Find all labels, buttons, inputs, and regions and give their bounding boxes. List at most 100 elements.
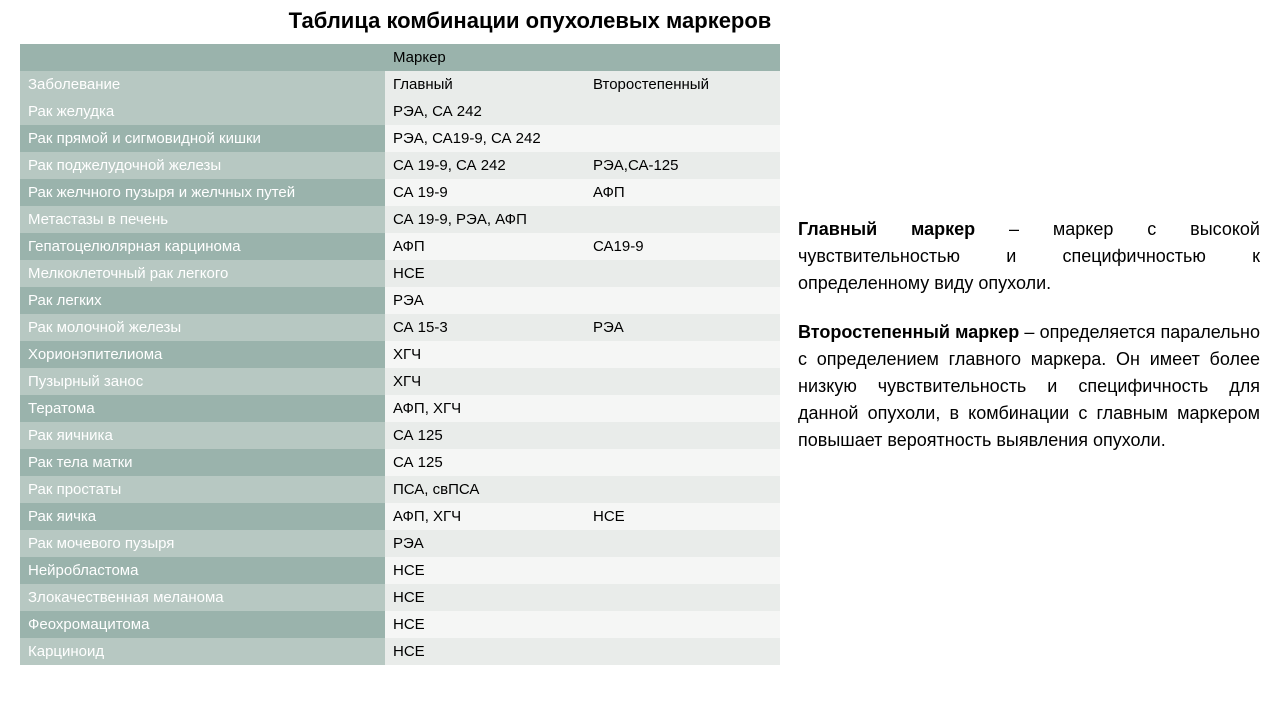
table-cell: АФП, ХГЧ — [385, 395, 585, 422]
table-row: Рак легкихРЭА — [20, 287, 780, 314]
table-row: Мелкоклеточный рак легкогоНСЕ — [20, 260, 780, 287]
table-cell: НСЕ — [585, 503, 780, 530]
table-header-cell: Маркер — [385, 44, 585, 71]
table-cell: НСЕ — [385, 260, 585, 287]
table-cell: Рак простаты — [20, 476, 385, 503]
table-header-row-1: Маркер — [20, 44, 780, 71]
table-row: Рак яичкаАФП, ХГЧНСЕ — [20, 503, 780, 530]
table-cell — [585, 287, 780, 314]
table-cell: РЭА, СА 242 — [385, 98, 585, 125]
table-row: НейробластомаНСЕ — [20, 557, 780, 584]
markers-table-body: Маркер Заболевание Главный Второстепенны… — [20, 44, 780, 665]
table-cell: Феохромацитома — [20, 611, 385, 638]
table-cell: СА 19-9, СА 242 — [385, 152, 585, 179]
table-cell: НСЕ — [385, 611, 585, 638]
table-cell: Метастазы в печень — [20, 206, 385, 233]
content-layout: Маркер Заболевание Главный Второстепенны… — [20, 44, 1260, 665]
table-cell: СА 125 — [385, 449, 585, 476]
table-row: Метастазы в печеньСА 19-9, РЭА, АФП — [20, 206, 780, 233]
table-cell — [585, 260, 780, 287]
table-cell: Рак желчного пузыря и желчных путей — [20, 179, 385, 206]
table-cell: Тератома — [20, 395, 385, 422]
table-row: Пузырный заносХГЧ — [20, 368, 780, 395]
table-cell — [585, 611, 780, 638]
table-cell: Рак легких — [20, 287, 385, 314]
table-cell — [585, 395, 780, 422]
table-row: КарциноидНСЕ — [20, 638, 780, 665]
table-cell — [585, 341, 780, 368]
table-cell: РЭА — [385, 287, 585, 314]
table-cell: РЭА, СА19-9, СА 242 — [385, 125, 585, 152]
table-cell — [585, 125, 780, 152]
table-cell: Хорионэпителиома — [20, 341, 385, 368]
definition-secondary-term: Второстепенный маркер — [798, 322, 1019, 342]
table-cell: РЭА,СА-125 — [585, 152, 780, 179]
table-cell: Рак тела матки — [20, 449, 385, 476]
definitions-panel: Главный маркер – маркер с высокой чувств… — [798, 44, 1260, 476]
table-row: Рак желудкаРЭА, СА 242 — [20, 98, 780, 125]
table-cell: Пузырный занос — [20, 368, 385, 395]
table-row: Рак прямой и сигмовидной кишкиРЭА, СА19-… — [20, 125, 780, 152]
table-cell: Рак молочной железы — [20, 314, 385, 341]
table-cell: Рак желудка — [20, 98, 385, 125]
table-cell: НСЕ — [385, 584, 585, 611]
table-cell: ПСА, свПСА — [385, 476, 585, 503]
table-cell — [585, 206, 780, 233]
table-cell: СА19-9 — [585, 233, 780, 260]
table-cell: СА 125 — [385, 422, 585, 449]
table-row: Гепатоцелюлярная карциномаАФПСА19-9 — [20, 233, 780, 260]
page-title: Таблица комбинации опухолевых маркеров — [0, 8, 1260, 34]
table-cell — [585, 557, 780, 584]
table-row: Рак яичникаСА 125 — [20, 422, 780, 449]
table-header-cell — [585, 44, 780, 71]
table-row: Злокачественная меланомаНСЕ — [20, 584, 780, 611]
table-cell: АФП — [585, 179, 780, 206]
table-header-cell — [20, 44, 385, 71]
table-cell: Рак мочевого пузыря — [20, 530, 385, 557]
table-cell: ХГЧ — [385, 368, 585, 395]
table-header-cell: Второстепенный — [585, 71, 780, 98]
table-row: ФеохромацитомаНСЕ — [20, 611, 780, 638]
table-cell: АФП — [385, 233, 585, 260]
table-cell — [585, 638, 780, 665]
table-cell: СА 19-9, РЭА, АФП — [385, 206, 585, 233]
table-cell — [585, 98, 780, 125]
table-row: Рак молочной железыСА 15-3РЭА — [20, 314, 780, 341]
table-cell: РЭА — [585, 314, 780, 341]
table-row: Рак желчного пузыря и желчных путейСА 19… — [20, 179, 780, 206]
table-cell: АФП, ХГЧ — [385, 503, 585, 530]
table-cell: СА 19-9 — [385, 179, 585, 206]
table-cell — [585, 584, 780, 611]
table-row: Рак мочевого пузыряРЭА — [20, 530, 780, 557]
table-cell — [585, 368, 780, 395]
table-cell: Мелкоклеточный рак легкого — [20, 260, 385, 287]
definition-secondary: Второстепенный маркер – определяется пар… — [798, 319, 1260, 454]
definition-primary: Главный маркер – маркер с высокой чувств… — [798, 216, 1260, 297]
table-cell: Рак яичника — [20, 422, 385, 449]
table-cell: Гепатоцелюлярная карцинома — [20, 233, 385, 260]
table-header-cell: Заболевание — [20, 71, 385, 98]
table-header-cell: Главный — [385, 71, 585, 98]
table-cell: Злокачественная меланома — [20, 584, 385, 611]
table-cell: Карциноид — [20, 638, 385, 665]
table-cell: Рак прямой и сигмовидной кишки — [20, 125, 385, 152]
table-cell: НСЕ — [385, 638, 585, 665]
definition-primary-term: Главный маркер — [798, 219, 975, 239]
table-row: ХорионэпителиомаХГЧ — [20, 341, 780, 368]
markers-table: Маркер Заболевание Главный Второстепенны… — [20, 44, 780, 665]
table-header-row-2: Заболевание Главный Второстепенный — [20, 71, 780, 98]
table-row: Рак поджелудочной железыСА 19-9, СА 242Р… — [20, 152, 780, 179]
table-cell — [585, 476, 780, 503]
table-cell: РЭА — [385, 530, 585, 557]
table-cell: СА 15-3 — [385, 314, 585, 341]
table-cell — [585, 422, 780, 449]
table-row: Рак простатыПСА, свПСА — [20, 476, 780, 503]
table-cell: Рак поджелудочной железы — [20, 152, 385, 179]
table-cell: Рак яичка — [20, 503, 385, 530]
table-cell — [585, 530, 780, 557]
table-row: Рак тела маткиСА 125 — [20, 449, 780, 476]
table-cell: Нейробластома — [20, 557, 385, 584]
table-cell: ХГЧ — [385, 341, 585, 368]
table-row: ТератомаАФП, ХГЧ — [20, 395, 780, 422]
table-cell: НСЕ — [385, 557, 585, 584]
